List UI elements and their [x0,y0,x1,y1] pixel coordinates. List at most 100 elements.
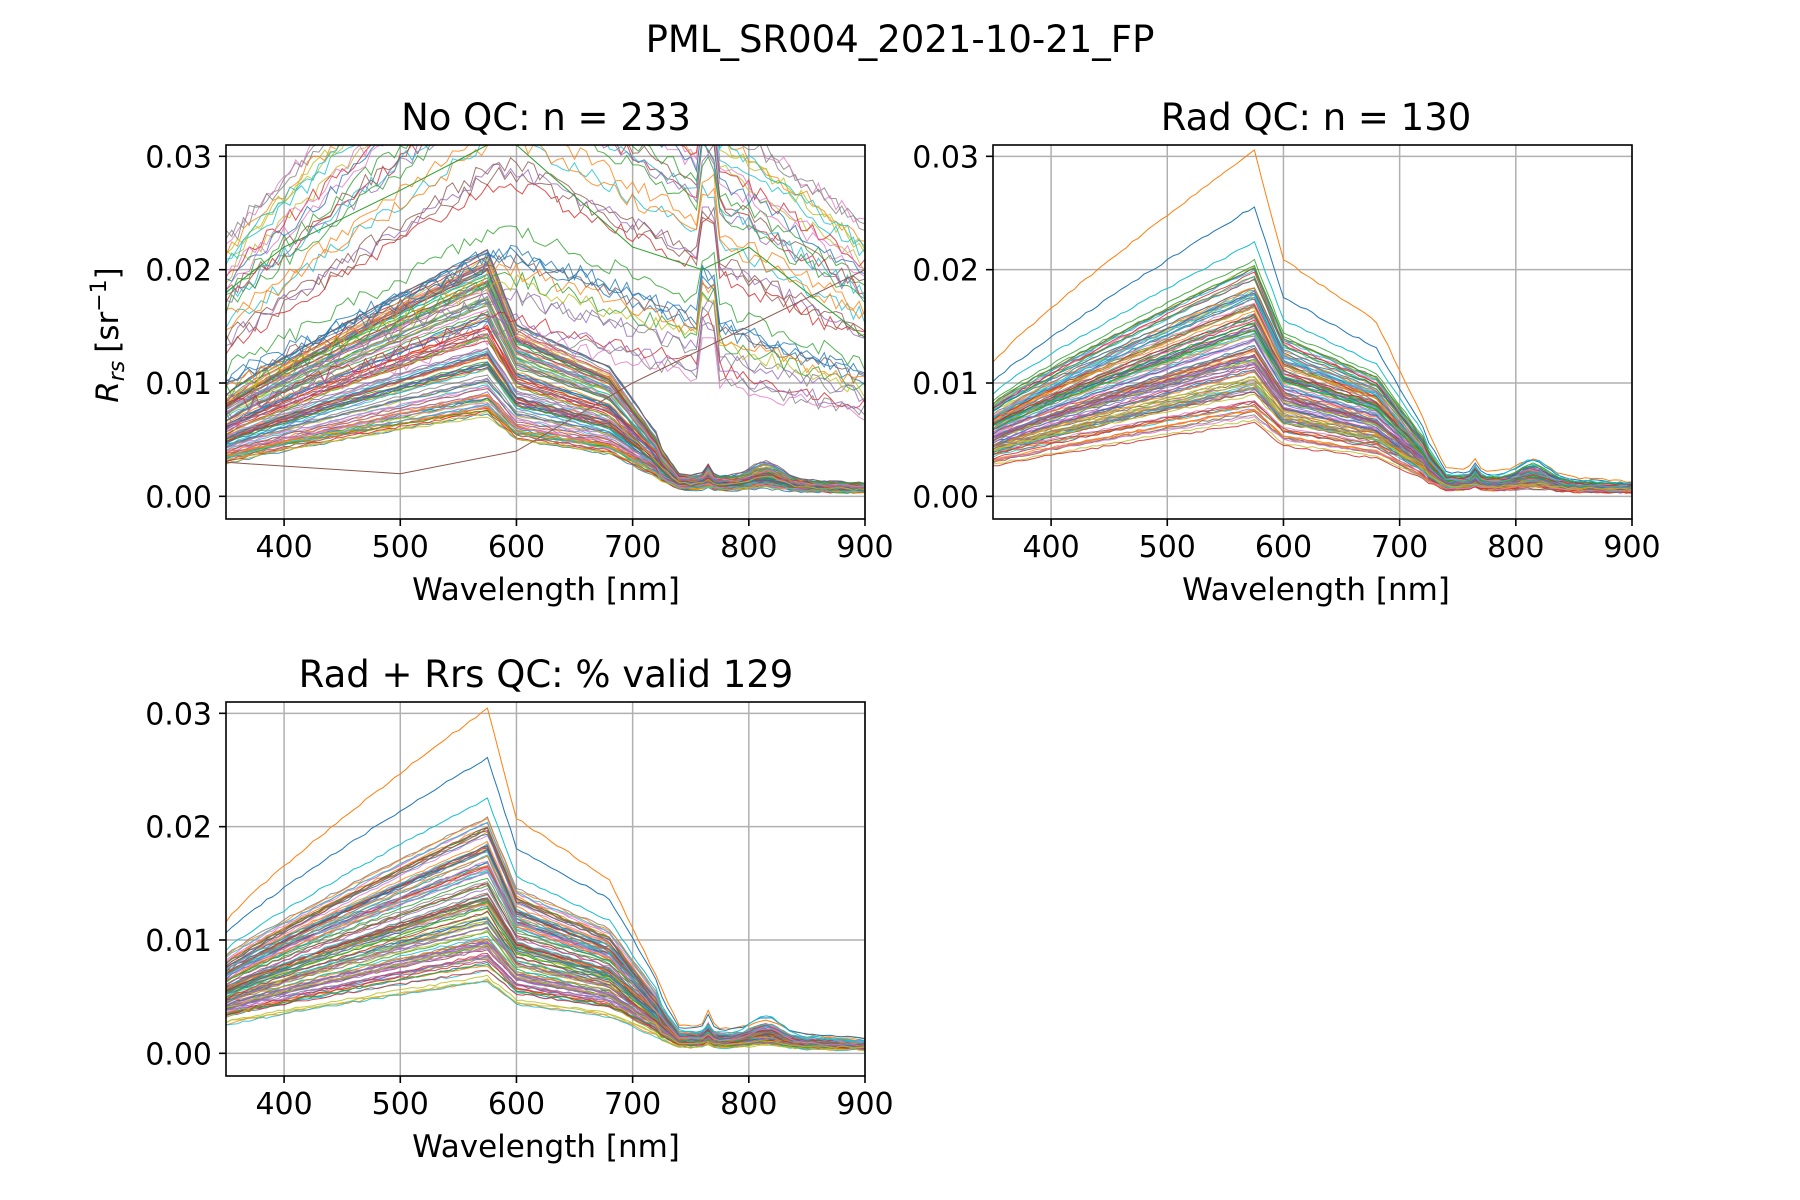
outlier-series-line [226,145,865,291]
series-line [226,861,865,1047]
series-line [226,910,865,1049]
series-line [993,387,1632,493]
outlier-series-line [226,145,865,317]
y-tick-label: 0.03 [912,140,979,175]
series-line [226,978,865,1051]
y-axis-label: Rrs[sr−1] [87,267,130,403]
outlier-series-line [226,145,865,300]
axes-frame [225,701,866,1077]
x-tick-label: 700 [1371,530,1428,565]
panel-title: No QC: n = 233 [401,96,691,139]
outlier-series-line [226,269,865,475]
x-tick-label: 600 [1255,530,1312,565]
series-line [226,416,865,493]
outlier-series-line [226,145,865,282]
series-line [226,851,865,1046]
outlier-series-line [226,326,865,426]
x-tick-label: 900 [836,530,893,565]
y-tick-label: 0.01 [145,367,212,402]
series-line [226,963,865,1049]
panel-rad-rrs-qc: Rad + Rrs QC: % valid 129 Wavelength [nm… [145,653,893,1165]
series-group [226,145,865,494]
series-line [993,264,1632,487]
series-line [226,273,865,487]
x-tick-label: 600 [488,530,545,565]
outlier-series-line [226,225,865,378]
series-line [993,408,1632,494]
y-tick-label: 0.02 [912,254,979,289]
series-line [226,974,865,1051]
series-line [993,361,1632,489]
series-line [226,405,865,494]
series-line [226,944,865,1049]
outlier-series-line [226,145,865,296]
outlier-series-line [226,145,865,339]
x-axis-label: Wavelength [nm] [1182,572,1450,608]
y-tick-label: 0.02 [145,254,212,289]
outlier-series-line [226,145,865,266]
x-tick-label: 500 [372,530,429,565]
series-line [993,347,1632,492]
series-line [993,290,1632,488]
series-line [226,262,865,488]
outlier-series-line [226,253,865,385]
series-line [226,288,865,488]
series-line [226,298,865,489]
series-line [226,403,865,493]
x-tick-label: 800 [720,530,777,565]
series-line [226,273,865,486]
series-line [993,378,1632,493]
series-line [993,371,1632,493]
panel-rad-qc: Rad QC: n = 130 Wavelength [nm] 400 500 60… [912,96,1660,608]
outlier-series-line [226,145,865,294]
series-line [993,315,1632,488]
outlier-series-line [226,321,865,424]
series-line [226,756,865,1040]
x-axis-label: Wavelength [nm] [412,572,680,608]
series-line [226,797,865,1042]
series-line [226,920,865,1049]
series-line [993,416,1632,492]
outlier-series-line [226,254,865,386]
series-line [993,330,1632,490]
series-line [993,206,1632,484]
y-tick-label: 0.01 [145,924,212,959]
series-line [226,388,865,492]
outlier-series-line [226,246,865,388]
y-tick-label: 0.03 [145,697,212,732]
x-tick-label: 600 [488,1087,545,1122]
x-tick-label: 400 [255,530,312,565]
panel-title: Rad QC: n = 130 [1161,96,1472,139]
x-tick-label: 900 [836,1087,893,1122]
series-line [226,843,865,1045]
outlier-series-line [226,156,865,341]
panel-title: Rad + Rrs QC: % valid 129 [299,653,794,696]
series-line [226,830,865,1046]
outlier-series-line [226,163,865,347]
axes-frame [225,144,866,520]
y-tick-label: 0.02 [145,811,212,846]
series-line [226,402,865,490]
series-line [226,905,865,1048]
series-line [226,353,865,491]
x-tick-label: 500 [372,1087,429,1122]
series-line [993,271,1632,488]
x-tick-label: 800 [1487,530,1544,565]
y-tick-label: 0.03 [145,140,212,175]
series-line [226,707,865,1039]
outlier-series-line [226,166,865,348]
series-line [993,275,1632,489]
outlier-series-line [226,313,865,419]
series-line [226,942,865,1050]
outlier-series-line [226,145,865,279]
series-line [226,334,865,491]
outlier-series-line [226,288,865,405]
series-line [226,897,865,1048]
series-line [993,269,1632,488]
outlier-series-line [226,145,865,314]
x-axis-label: Wavelength [nm] [412,1129,680,1165]
y-tick-label: 0.00 [912,480,979,515]
series-line [226,903,865,1046]
series-line [993,296,1632,489]
